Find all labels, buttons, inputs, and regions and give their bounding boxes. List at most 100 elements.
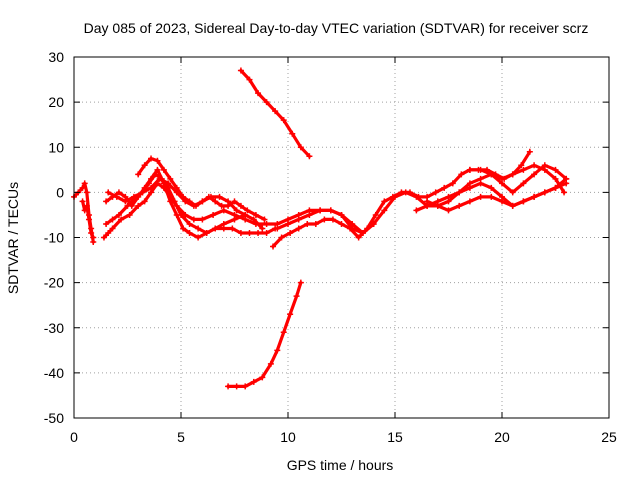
data-point <box>509 202 516 209</box>
y-tick-label: -30 <box>44 320 64 336</box>
data-point <box>499 198 505 205</box>
data-point <box>531 193 538 200</box>
data-point <box>195 234 202 241</box>
data-point <box>83 189 90 196</box>
data-point <box>520 198 527 205</box>
data-point <box>205 193 212 200</box>
data-point <box>122 198 129 205</box>
data-point <box>195 225 202 232</box>
data-point <box>237 202 244 209</box>
data-point <box>370 220 377 227</box>
data-point <box>135 202 142 209</box>
data-point <box>280 329 287 336</box>
data-point <box>225 202 232 209</box>
data-point <box>81 207 88 214</box>
data-point <box>297 144 304 151</box>
data-point <box>139 189 146 196</box>
data-point <box>287 311 294 318</box>
data-point <box>449 180 456 187</box>
data-point <box>141 162 148 169</box>
y-tick-label: 30 <box>48 49 64 65</box>
data-point <box>304 220 311 227</box>
data-point <box>212 198 219 205</box>
data-point <box>466 198 473 205</box>
data-point <box>229 225 236 232</box>
data-point <box>100 234 107 241</box>
data-point <box>141 198 148 205</box>
y-tick-label: 0 <box>56 184 64 200</box>
series-layer <box>71 67 570 390</box>
data-point <box>289 130 296 137</box>
y-axis-title: SDTVAR / TECUs <box>5 182 21 294</box>
data-point <box>531 162 538 169</box>
data-point <box>280 117 287 124</box>
series-arc-5 <box>103 166 279 241</box>
data-point <box>255 229 262 236</box>
series-line <box>136 156 267 221</box>
data-point <box>359 229 366 236</box>
series-arc-14 <box>466 162 568 196</box>
data-point <box>237 229 244 236</box>
data-point <box>338 220 345 227</box>
data-point <box>520 166 527 173</box>
data-point <box>83 202 90 209</box>
data-point <box>272 108 279 115</box>
data-point <box>192 202 199 209</box>
data-point <box>372 211 379 218</box>
data-point <box>259 374 266 381</box>
data-point <box>526 148 533 155</box>
data-point <box>445 193 452 200</box>
data-point <box>441 184 448 191</box>
data-point <box>203 229 210 236</box>
data-point <box>306 211 313 218</box>
data-point <box>293 293 300 300</box>
x-axis-title: GPS time / hours <box>287 457 394 473</box>
data-point <box>173 211 180 218</box>
data-point <box>118 216 125 223</box>
data-point <box>244 207 251 214</box>
data-point <box>85 216 92 223</box>
x-tick-label: 5 <box>177 429 185 445</box>
series-line <box>425 177 568 212</box>
data-point <box>109 225 116 232</box>
data-point <box>220 225 227 232</box>
data-point <box>242 383 249 390</box>
data-point <box>160 166 167 173</box>
data-point <box>552 166 559 173</box>
data-point <box>312 220 319 227</box>
data-point <box>148 184 155 191</box>
x-tick-label: 20 <box>494 429 510 445</box>
data-point <box>126 211 133 218</box>
data-point <box>285 220 291 227</box>
data-point <box>105 229 112 236</box>
data-point <box>167 175 174 182</box>
data-point <box>295 216 302 223</box>
y-tick-label: -40 <box>44 365 64 381</box>
data-point <box>103 198 110 205</box>
data-point <box>477 193 484 200</box>
series-arc-8 <box>237 67 313 160</box>
data-point <box>103 220 110 227</box>
data-point <box>113 193 120 200</box>
data-point <box>212 225 219 232</box>
data-point <box>329 216 336 223</box>
data-point <box>148 175 155 182</box>
data-point <box>81 180 88 187</box>
x-tick-label: 15 <box>387 429 403 445</box>
x-tick-label: 10 <box>280 429 296 445</box>
data-point <box>252 211 259 218</box>
data-point <box>338 211 345 218</box>
data-point <box>287 229 294 236</box>
data-point <box>349 225 356 232</box>
data-point <box>186 220 193 227</box>
data-point <box>186 229 193 236</box>
data-point <box>509 189 516 196</box>
data-point <box>456 202 463 209</box>
data-point <box>246 76 253 83</box>
data-point <box>552 175 559 182</box>
data-point <box>295 225 302 232</box>
data-point <box>466 166 473 173</box>
data-point <box>154 157 161 164</box>
data-point <box>109 216 116 223</box>
